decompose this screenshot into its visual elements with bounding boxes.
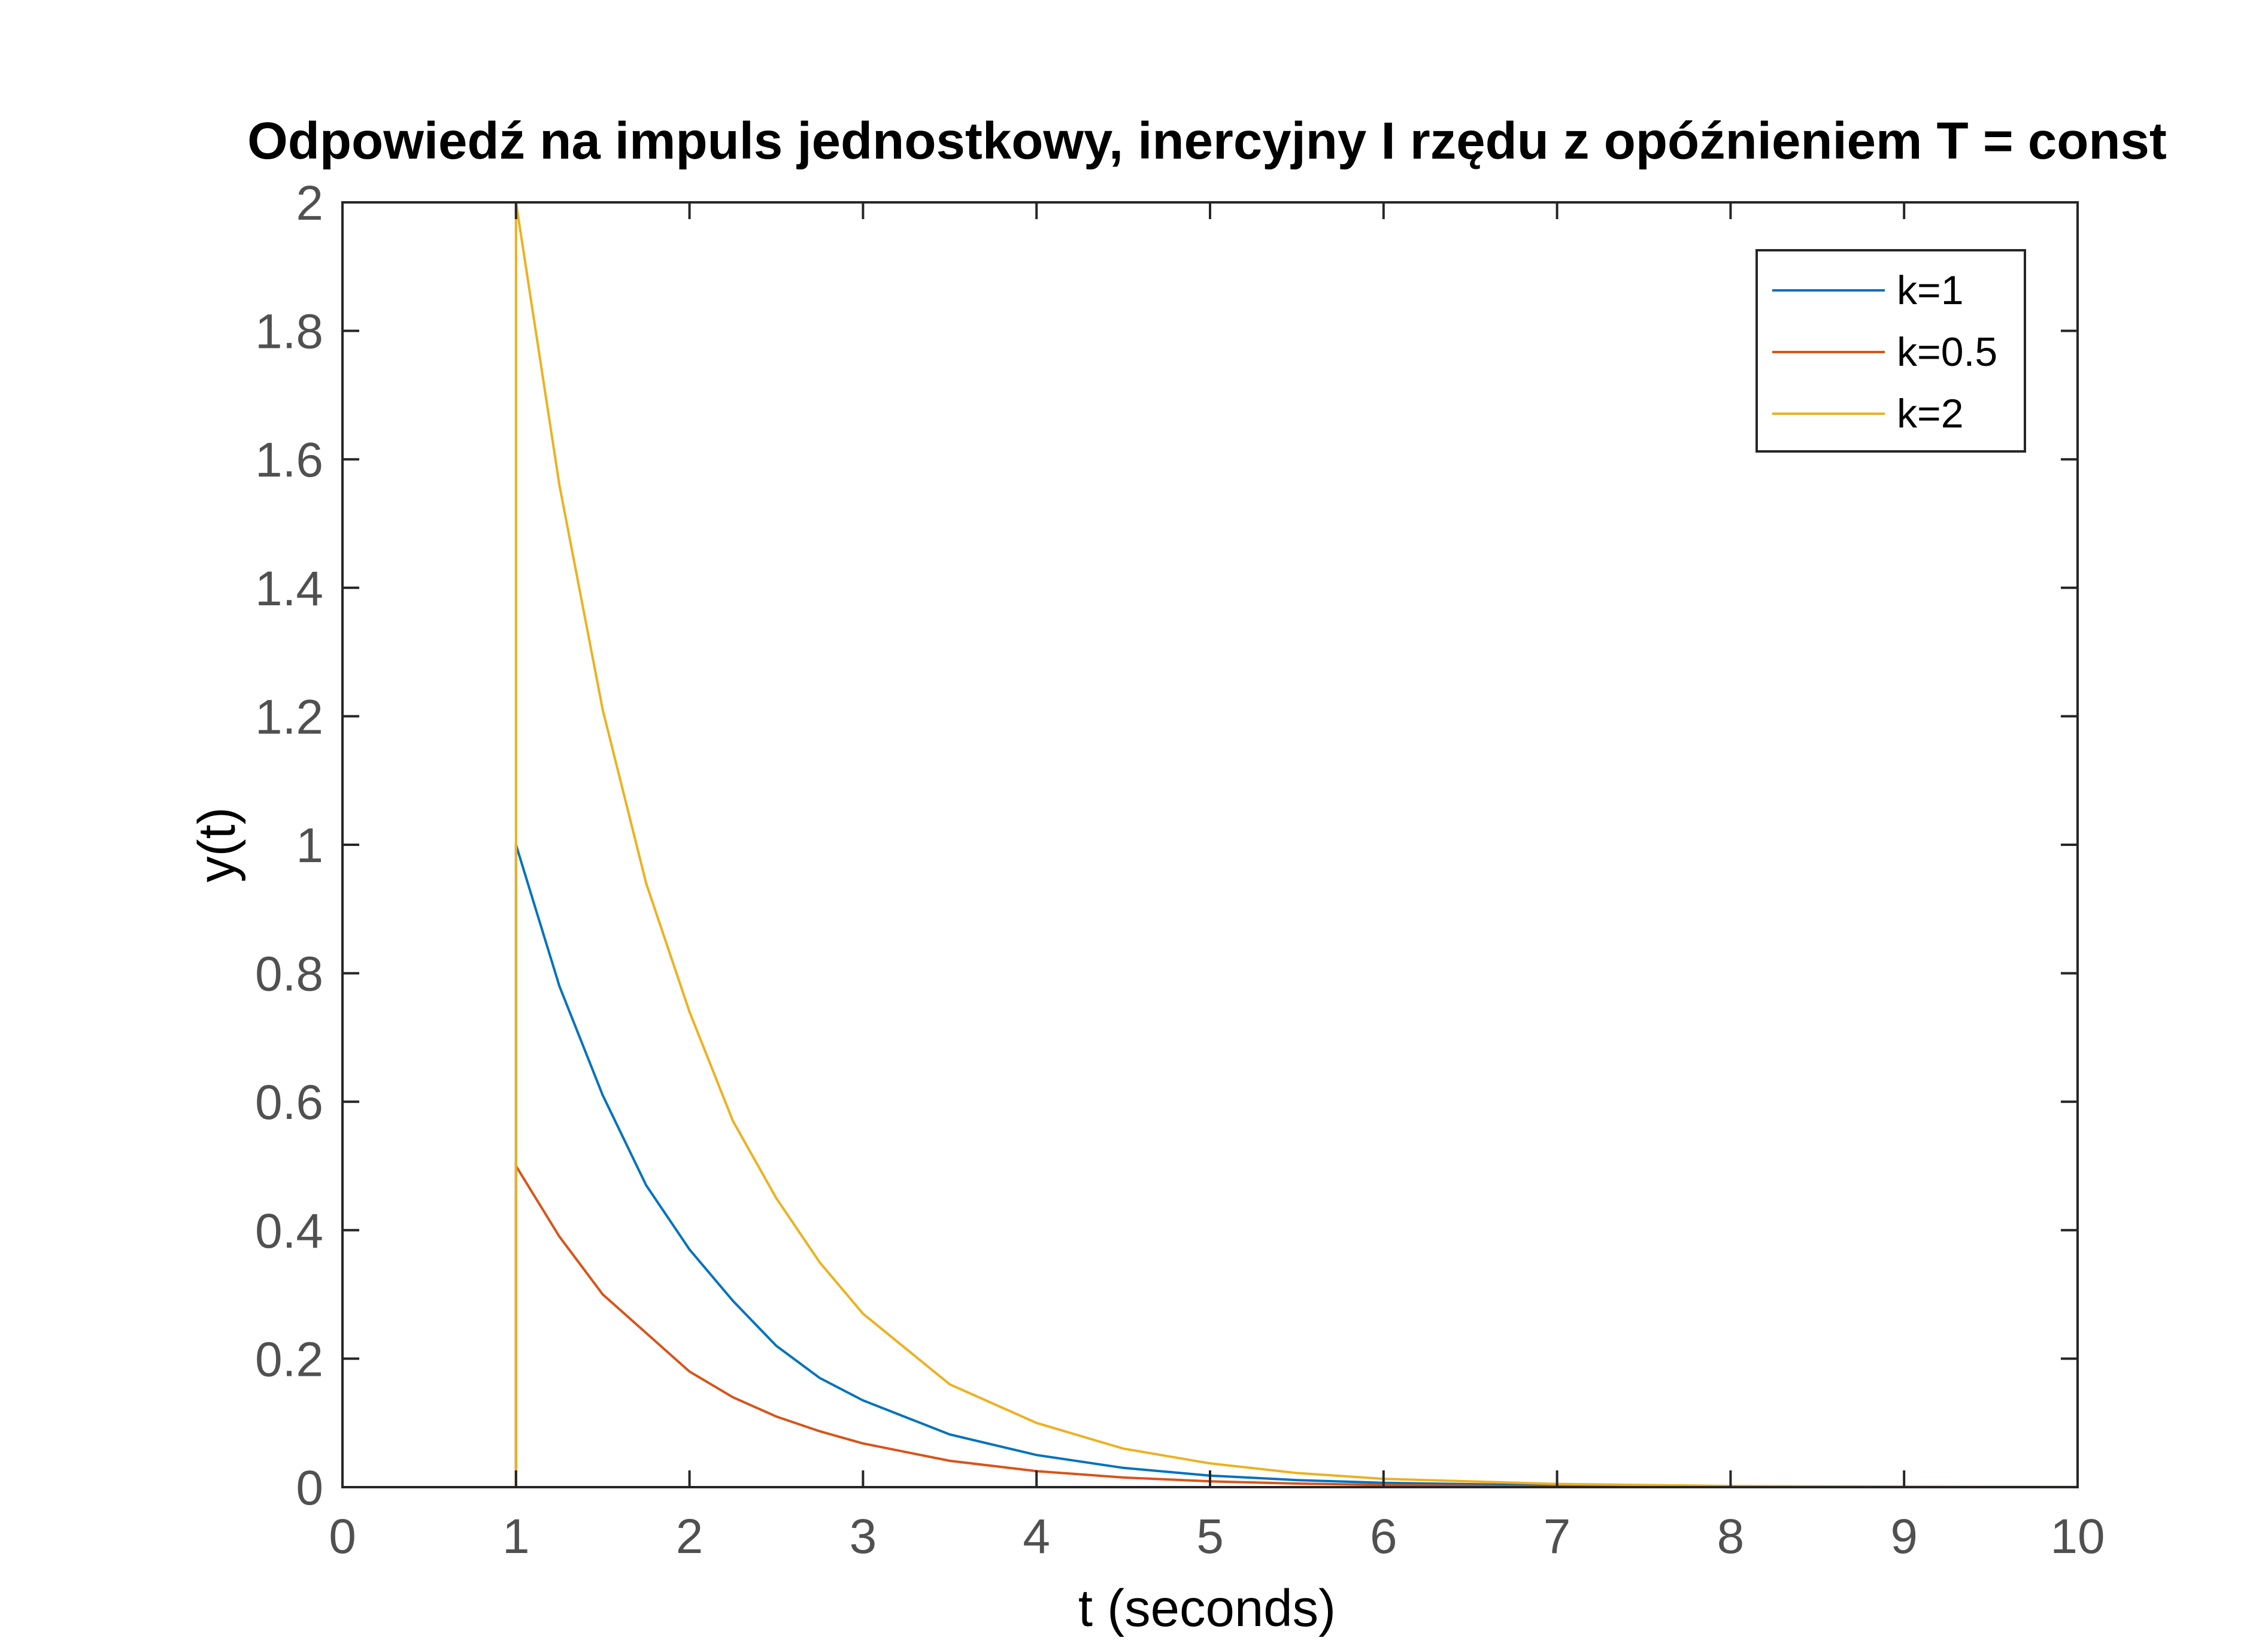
series-line-k-1 [342,844,2078,1488]
y-axis-label: y(t) [188,807,246,882]
legend-label-k1: k=1 [1897,268,1964,313]
y-tick-label: 0.8 [255,947,323,1002]
y-tick-label: 1.8 [255,305,323,359]
x-tick-label: 10 [2050,1509,2105,1564]
x-axis-label: t (seconds) [1078,1579,1336,1637]
series-layer [342,202,2078,1488]
y-tick-label: 2 [296,176,323,230]
y-tick-label: 1 [296,818,323,873]
x-tick-label: 9 [1890,1509,1918,1564]
x-tick-label: 4 [1023,1509,1050,1564]
legend-label-k0-5: k=0.5 [1897,329,1997,375]
series-line-k-0-5 [342,1161,2078,1488]
x-tick-label: 3 [850,1509,877,1564]
x-tick-label: 5 [1196,1509,1224,1564]
x-tick-label: 8 [1717,1509,1745,1564]
x-tick-label: 7 [1544,1509,1571,1564]
chart-title: Odpowiedź na impuls jednostkowy, inercyj… [247,112,2167,170]
x-tick-label: 1 [502,1509,530,1564]
legend-label-k2: k=2 [1897,391,1964,436]
y-tick-label: 0.2 [255,1332,323,1387]
legend: k=1 k=0.5 k=2 [1755,249,2026,453]
x-axis: 0 1 2 3 4 5 6 7 8 9 10 [329,202,2105,1564]
y-tick-label: 1.4 [255,562,323,616]
y-tick-label: 0.6 [255,1075,323,1130]
y-tick-label: 1.6 [255,433,323,487]
series-line-k-2 [342,202,2078,1488]
y-tick-label: 1.2 [255,690,323,744]
x-tick-label: 0 [329,1509,356,1564]
y-tick-label: 0 [296,1461,323,1515]
y-tick-label: 0.4 [255,1204,323,1258]
y-axis: 0 0.2 0.4 0.6 0.8 1 1.2 1.4 1.6 1.8 2 [255,176,2078,1515]
x-tick-label: 6 [1370,1509,1397,1564]
x-tick-label: 2 [676,1509,704,1564]
